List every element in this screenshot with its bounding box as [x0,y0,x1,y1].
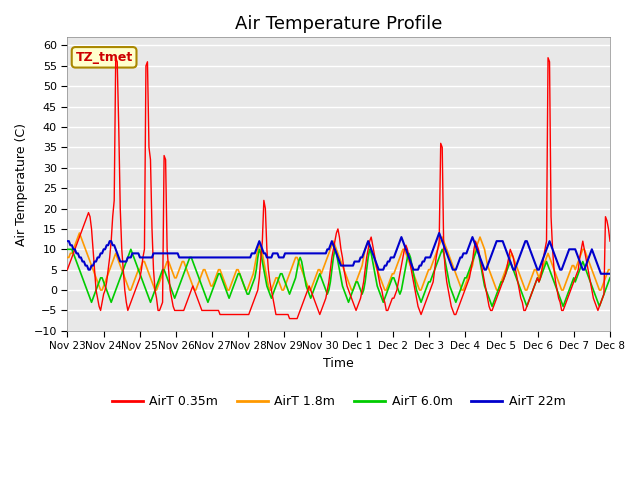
Y-axis label: Air Temperature (C): Air Temperature (C) [15,122,28,246]
X-axis label: Time: Time [323,357,354,370]
Title: Air Temperature Profile: Air Temperature Profile [235,15,442,33]
Text: TZ_tmet: TZ_tmet [76,51,132,64]
Legend: AirT 0.35m, AirT 1.8m, AirT 6.0m, AirT 22m: AirT 0.35m, AirT 1.8m, AirT 6.0m, AirT 2… [107,390,570,413]
